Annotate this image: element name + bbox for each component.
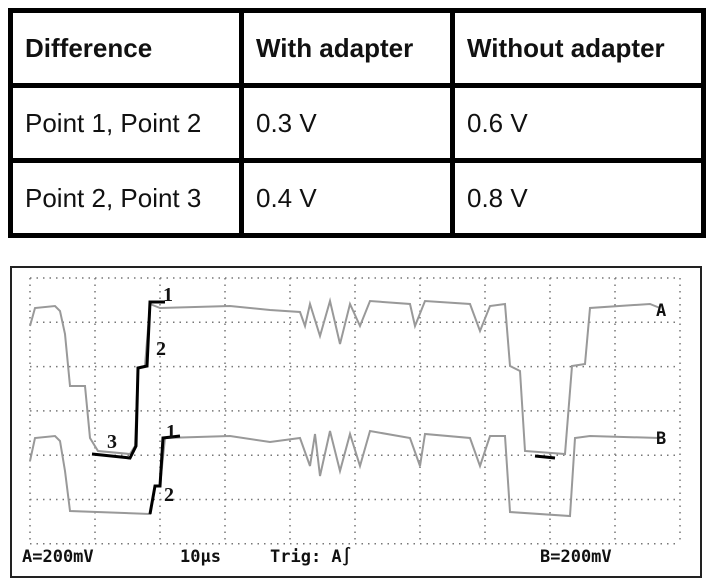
- point-marker: 3: [107, 431, 117, 453]
- header-cell: With adapter: [239, 8, 455, 88]
- cell: 0.6 V: [450, 83, 706, 163]
- table-row: Point 2, Point 3 0.4 V 0.8 V: [8, 158, 706, 238]
- trace-b-highlight: [148, 434, 181, 515]
- status-text: A=200mV: [22, 547, 94, 567]
- cell: 0.4 V: [239, 158, 455, 238]
- point-marker: 1: [163, 284, 173, 306]
- point-marker: 2: [156, 338, 166, 360]
- cell: 0.3 V: [239, 83, 455, 163]
- table-row: Point 1, Point 2 0.3 V 0.6 V: [8, 83, 706, 163]
- trace-b-low: [534, 454, 556, 460]
- trace-a: [29, 297, 661, 456]
- status-text: 10µs: [180, 547, 221, 567]
- grid: [29, 277, 681, 545]
- header-row: Difference With adapter Without adapter: [8, 8, 706, 88]
- oscilloscope-screen: 1 2 3 1 2 A B A=200mV 10µs Trig: A∫ B=20…: [10, 266, 702, 578]
- screen-border: [10, 266, 702, 578]
- trace-a-highlight: [91, 300, 165, 460]
- point-marker: 2: [164, 484, 174, 506]
- point-marker: 1: [166, 421, 176, 443]
- status-text: Trig: A∫: [270, 546, 352, 567]
- status-text: B=200mV: [540, 547, 612, 567]
- comparison-table: Difference With adapter Without adapter …: [8, 8, 706, 238]
- cell: Point 2, Point 3: [8, 158, 244, 238]
- channel-label: B: [656, 429, 666, 449]
- header-cell: Difference: [8, 8, 244, 88]
- cell: Point 1, Point 2: [8, 83, 244, 163]
- channel-label: A: [656, 301, 666, 321]
- cell: 0.8 V: [450, 158, 706, 238]
- trace-b: [29, 429, 661, 518]
- header-cell: Without adapter: [450, 8, 706, 88]
